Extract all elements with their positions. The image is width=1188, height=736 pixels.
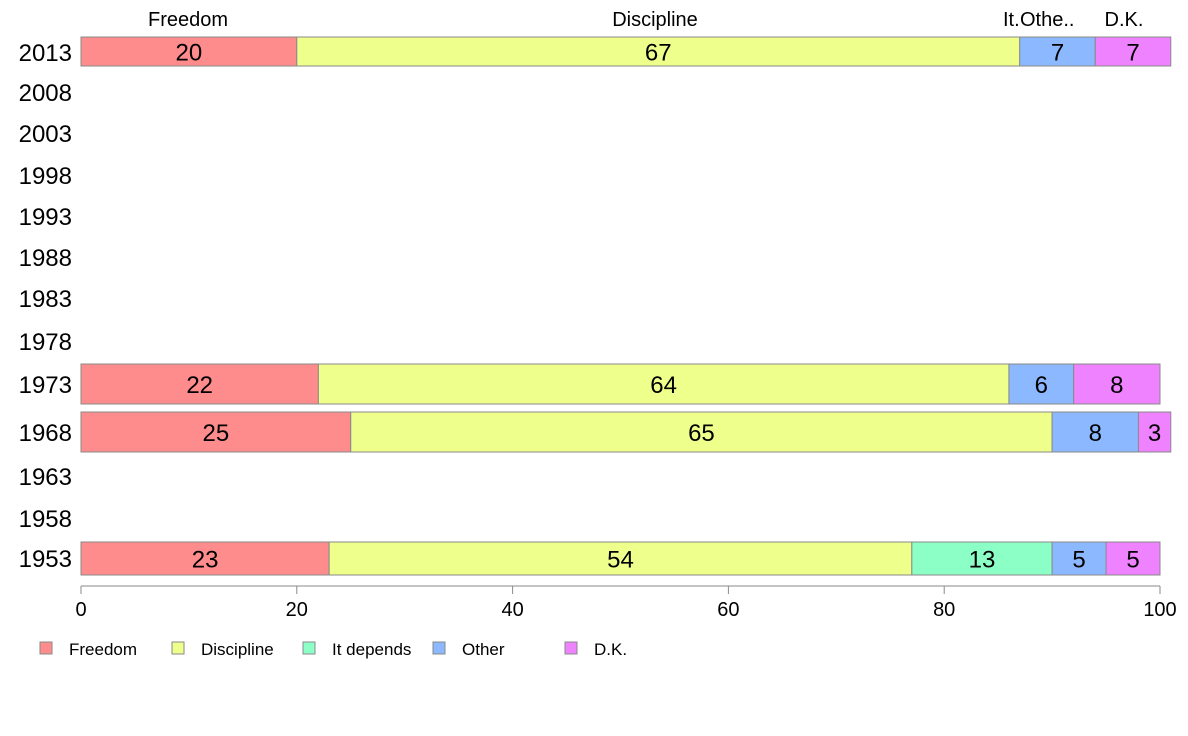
x-tick-label-20: 20 bbox=[286, 599, 308, 621]
data-label-1973-discipline: 64 bbox=[650, 372, 677, 399]
data-label-2013-d-k-: 7 bbox=[1126, 40, 1139, 67]
bar-1953-d-k- bbox=[1105, 541, 1161, 576]
data-label-1953-it-depends: 13 bbox=[969, 547, 996, 574]
data-label-2013-discipline: 67 bbox=[645, 40, 672, 67]
top-label-dk: D.K. bbox=[1105, 9, 1144, 31]
bar-2013-d-k- bbox=[1094, 36, 1172, 67]
legend-label-other: Other bbox=[462, 640, 505, 659]
x-tick-label-40: 40 bbox=[501, 599, 523, 621]
y-tick-label-1988: 1988 bbox=[19, 245, 72, 272]
bar-1953-discipline bbox=[328, 541, 913, 576]
x-tick-label-100: 100 bbox=[1143, 599, 1176, 621]
legend-label-freedom: Freedom bbox=[69, 640, 137, 659]
legend-label-discipline: Discipline bbox=[201, 640, 274, 659]
data-label-2013-freedom: 20 bbox=[176, 40, 203, 67]
data-label-1953-other: 5 bbox=[1072, 547, 1085, 574]
y-tick-label-1963: 1963 bbox=[19, 464, 72, 491]
bar-1973-other bbox=[1008, 363, 1075, 405]
y-tick-label-1993: 1993 bbox=[19, 204, 72, 231]
legend-label-it-depends: It depends bbox=[332, 640, 411, 659]
x-tick-label-0: 0 bbox=[75, 599, 86, 621]
y-tick-label-2008: 2008 bbox=[19, 80, 72, 107]
legend-swatch-d-k- bbox=[564, 641, 578, 655]
y-tick-label-1978: 1978 bbox=[19, 329, 72, 356]
legend-swatch-discipline bbox=[171, 641, 185, 655]
data-label-1953-freedom: 23 bbox=[192, 547, 219, 574]
data-label-1973-freedom: 22 bbox=[186, 372, 213, 399]
data-label-1973-d-k-: 8 bbox=[1110, 372, 1123, 399]
x-tick-label-60: 60 bbox=[717, 599, 739, 621]
top-label-discipline: Discipline bbox=[612, 9, 698, 31]
data-label-1968-d-k-: 3 bbox=[1148, 420, 1161, 447]
data-label-1953-discipline: 54 bbox=[607, 547, 634, 574]
y-tick-label-1998: 1998 bbox=[19, 163, 72, 190]
bar-1973-freedom bbox=[80, 363, 319, 405]
legend-label-d-k-: D.K. bbox=[594, 640, 627, 659]
data-label-1953-d-k-: 5 bbox=[1126, 547, 1139, 574]
data-label-1968-discipline: 65 bbox=[688, 420, 715, 447]
data-label-1973-other: 6 bbox=[1035, 372, 1048, 399]
bar-1973-discipline bbox=[317, 363, 1010, 405]
bar-1953-freedom bbox=[80, 541, 330, 576]
bar-1968-freedom bbox=[80, 411, 352, 453]
top-label-other: Othe.. bbox=[1020, 9, 1074, 31]
data-label-2013-other: 7 bbox=[1051, 40, 1064, 67]
legend-swatch-freedom bbox=[39, 641, 53, 655]
bar-2013-freedom bbox=[80, 36, 298, 67]
top-label-it-depends: It. bbox=[1003, 9, 1020, 31]
data-label-1968-freedom: 25 bbox=[203, 420, 230, 447]
legend-swatch-it-depends bbox=[302, 641, 316, 655]
y-tick-label-1968: 1968 bbox=[19, 420, 72, 447]
bar-1968-discipline bbox=[350, 411, 1053, 453]
data-label-1968-other: 8 bbox=[1089, 420, 1102, 447]
bar-1973-d-k- bbox=[1073, 363, 1161, 405]
bar-1968-d-k- bbox=[1137, 411, 1172, 453]
y-tick-label-1973: 1973 bbox=[19, 372, 72, 399]
y-tick-label-2003: 2003 bbox=[19, 121, 72, 148]
y-tick-label-1958: 1958 bbox=[19, 506, 72, 533]
x-tick-label-80: 80 bbox=[933, 599, 955, 621]
bar-1953-other bbox=[1051, 541, 1107, 576]
legend-swatch-other bbox=[432, 641, 446, 655]
top-label-freedom: Freedom bbox=[148, 9, 228, 31]
y-tick-label-2013: 2013 bbox=[19, 40, 72, 67]
y-tick-label-1983: 1983 bbox=[19, 286, 72, 313]
bar-2013-other bbox=[1019, 36, 1096, 67]
y-tick-label-1953: 1953 bbox=[19, 546, 72, 573]
bar-2013-discipline bbox=[296, 36, 1021, 67]
